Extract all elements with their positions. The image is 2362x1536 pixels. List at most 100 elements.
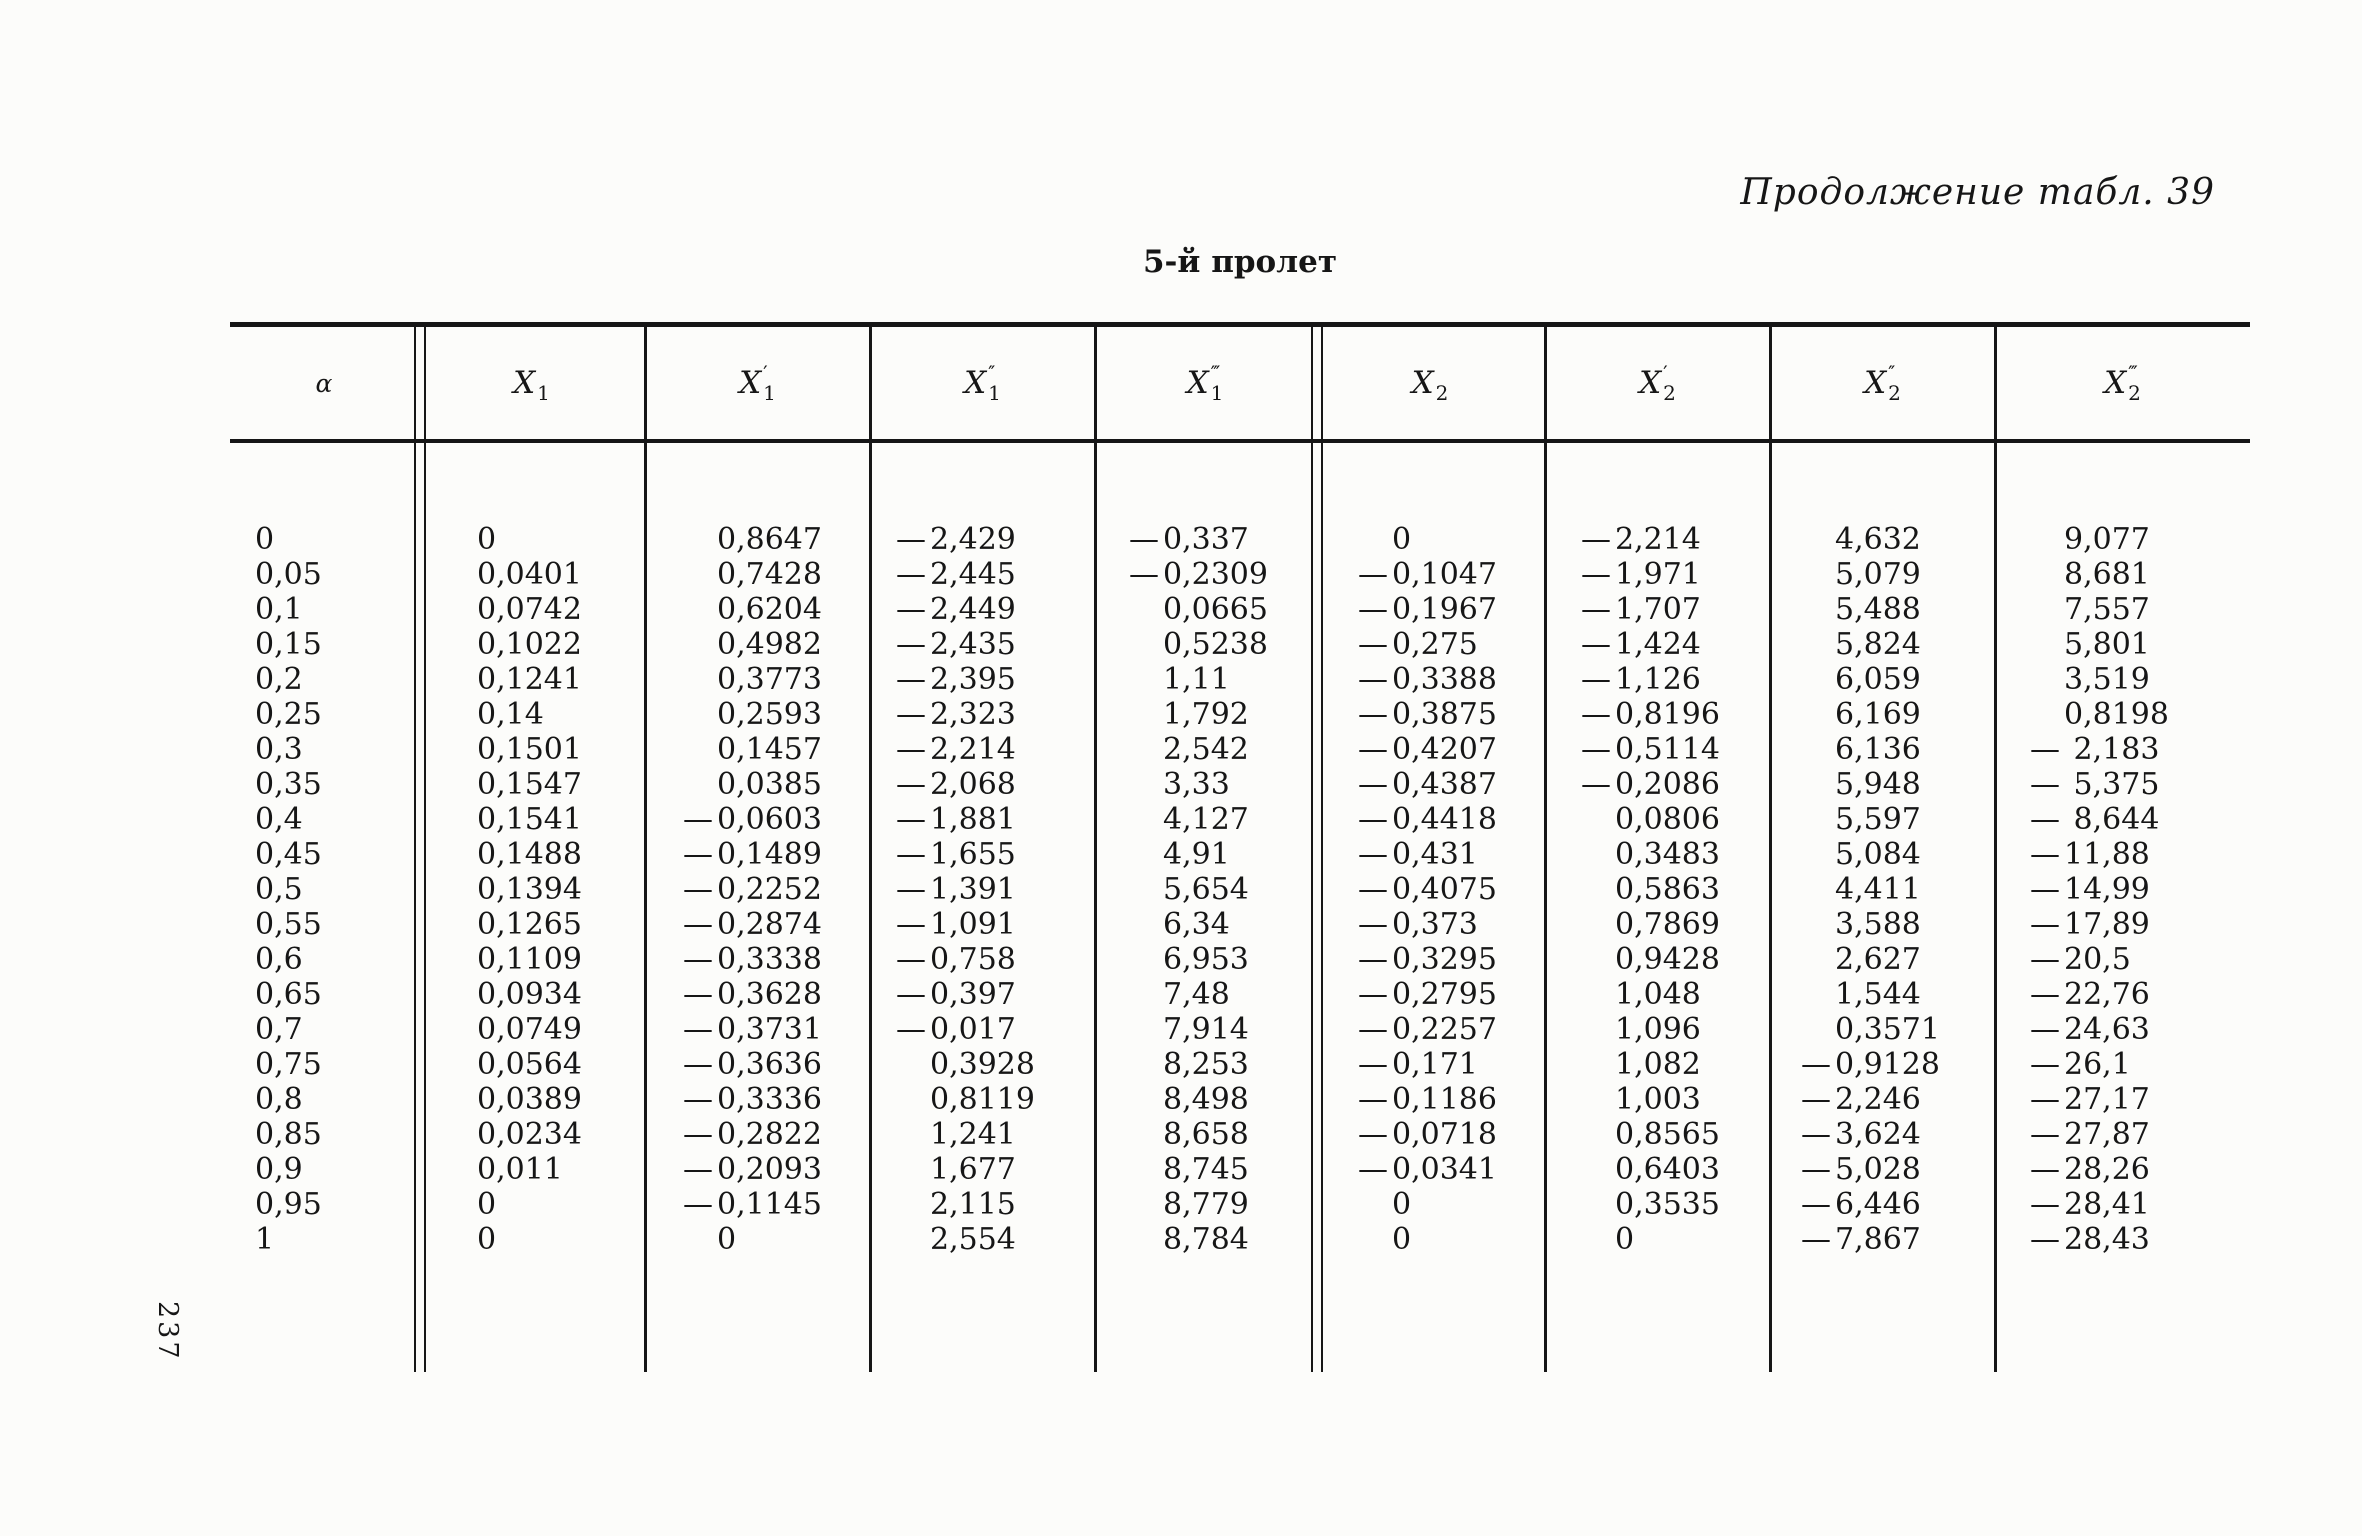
table-cell: 2,554 xyxy=(870,1222,1095,1257)
cell-value: 2,115 xyxy=(930,1187,1016,1222)
table-cell: 0,95 xyxy=(230,1187,418,1222)
table-cell: —0,373 xyxy=(1315,907,1545,942)
table-cell: 0,1547 xyxy=(418,767,645,802)
cell-value: 0,1145 xyxy=(717,1187,822,1222)
table-cell: 0,9 xyxy=(230,1152,418,1187)
table-cell: —0,2093 xyxy=(645,1152,870,1187)
header-base-symbol: X xyxy=(964,365,987,401)
table-cell: 0,3773 xyxy=(645,662,870,697)
table-cell: 6,953 xyxy=(1095,942,1315,977)
cell-value: 2,395 xyxy=(930,662,1016,697)
cell-value: 0,7428 xyxy=(717,557,822,592)
cell-value: 3,588 xyxy=(1835,907,1921,942)
cell-value: 9,077 xyxy=(2064,522,2150,557)
cell-value: 2,323 xyxy=(930,697,1016,732)
cell-value: 2,449 xyxy=(930,592,1016,627)
cell-value: 7,867 xyxy=(1835,1222,1921,1257)
header-sub-sup-stack: ′′ 1 xyxy=(988,363,1001,403)
table-cell: 1,241 xyxy=(870,1117,1095,1152)
table-cell: —0,275 xyxy=(1315,627,1545,662)
table-cell: 3,33 xyxy=(1095,767,1315,802)
table-cell: 0,1457 xyxy=(645,732,870,767)
table-cell: 7,557 xyxy=(1995,592,2250,627)
table-cell: 4,127 xyxy=(1095,802,1315,837)
table-cell: —2,214 xyxy=(1545,522,1770,557)
table-cell: —0,0718 xyxy=(1315,1117,1545,1152)
cell-value: 2,246 xyxy=(1835,1082,1921,1117)
table-header-rule xyxy=(230,439,2250,443)
table-top-rule xyxy=(230,322,2250,327)
table-cell: 4,411 xyxy=(1770,872,1995,907)
cell-value: 0,0718 xyxy=(1392,1117,1497,1152)
table-cell: 6,136 xyxy=(1770,732,1995,767)
table-cell: 0,1501 xyxy=(418,732,645,767)
cell-value: 28,26 xyxy=(2064,1152,2150,1187)
table-cell: 0,1241 xyxy=(418,662,645,697)
cell-value: 0 xyxy=(1392,1222,1412,1257)
cell-value: 0,4418 xyxy=(1392,802,1497,837)
table-cell: 0,3928 xyxy=(870,1047,1095,1082)
minus-sign: — xyxy=(1581,732,1611,767)
cell-value: 0,35 xyxy=(255,767,322,802)
table-cell: 0,6403 xyxy=(1545,1152,1770,1187)
minus-sign: — xyxy=(1358,627,1388,662)
minus-sign: — xyxy=(1358,767,1388,802)
cell-value: 5,079 xyxy=(1835,557,1921,592)
table-cell: 0,65 xyxy=(230,977,418,1012)
table-cell: 0,0389 xyxy=(418,1082,645,1117)
cell-value: 0,1265 xyxy=(477,907,582,942)
header-subscript: 1 xyxy=(988,381,1001,405)
table-cell: —7,867 xyxy=(1770,1222,1995,1257)
table-row: 0,15 0,1022 0,4982—2,435 0,5238—0,275—1,424… xyxy=(230,627,2250,662)
header-base-symbol: X xyxy=(2104,365,2127,401)
cell-value: 5,488 xyxy=(1835,592,1921,627)
cell-value: 2,429 xyxy=(930,522,1016,557)
cell-value: 1,082 xyxy=(1615,1047,1701,1082)
table-cell: 1,792 xyxy=(1095,697,1315,732)
table-cell: —0,3336 xyxy=(645,1082,870,1117)
cell-value: 4,127 xyxy=(1163,802,1249,837)
header-base-symbol: X xyxy=(739,365,762,401)
table-cell: 5,824 xyxy=(1770,627,1995,662)
cell-value: 27,17 xyxy=(2064,1082,2150,1117)
minus-sign: — xyxy=(683,1187,713,1222)
table-row: 0,45 0,1488—0,1489—1,655 4,91—0,431 0,3483 5… xyxy=(230,837,2250,872)
table-row: 0,9 0,011—0,2093 1,677 8,745—0,0341 0,6403—5… xyxy=(230,1152,2250,1187)
table-subtitle-span-5: 5-й пролет xyxy=(1142,244,1338,280)
column-divider-rule xyxy=(644,326,647,1372)
cell-value: 2,542 xyxy=(1163,732,1249,767)
minus-sign: — xyxy=(683,1047,713,1082)
cell-value: 0,1047 xyxy=(1392,557,1497,592)
cell-value: 17,89 xyxy=(2064,907,2150,942)
table-cell: 0,0401 xyxy=(418,557,645,592)
minus-sign: — xyxy=(896,942,926,977)
table-cell: —0,2086 xyxy=(1545,767,1770,802)
cell-value: 0,2593 xyxy=(717,697,822,732)
header-prime-marks: ′ xyxy=(1663,361,1667,385)
column-divider-rule xyxy=(414,326,426,1372)
table-cell: —2,395 xyxy=(870,662,1095,697)
table-cell: 0 xyxy=(418,1222,645,1257)
table-cell: 0,14 xyxy=(418,697,645,732)
minus-sign: — xyxy=(1358,907,1388,942)
cell-value: 1,971 xyxy=(1615,557,1701,592)
cell-value: 1,003 xyxy=(1615,1082,1701,1117)
cell-value: 0,1241 xyxy=(477,662,582,697)
cell-value: 0,75 xyxy=(255,1047,322,1082)
cell-value: 8,745 xyxy=(1163,1152,1249,1187)
table-cell: 4,91 xyxy=(1095,837,1315,872)
minus-sign: — xyxy=(896,627,926,662)
table-cell: 0 xyxy=(1545,1222,1770,1257)
header-base-symbol: X xyxy=(1864,365,1887,401)
cell-value: 0,45 xyxy=(255,837,322,872)
table-cell: 2,627 xyxy=(1770,942,1995,977)
header-prime-marks: ′′ xyxy=(988,361,995,385)
table-cell: 2,115 xyxy=(870,1187,1095,1222)
table-cell: —0,4075 xyxy=(1315,872,1545,907)
column-header-X2-double-prime: X ′′ 2 xyxy=(1770,327,1995,439)
cell-value: 0,171 xyxy=(1392,1047,1478,1082)
header-subscript: 1 xyxy=(537,381,550,405)
cell-value: 24,63 xyxy=(2064,1012,2150,1047)
cell-value: 0 xyxy=(255,522,275,557)
